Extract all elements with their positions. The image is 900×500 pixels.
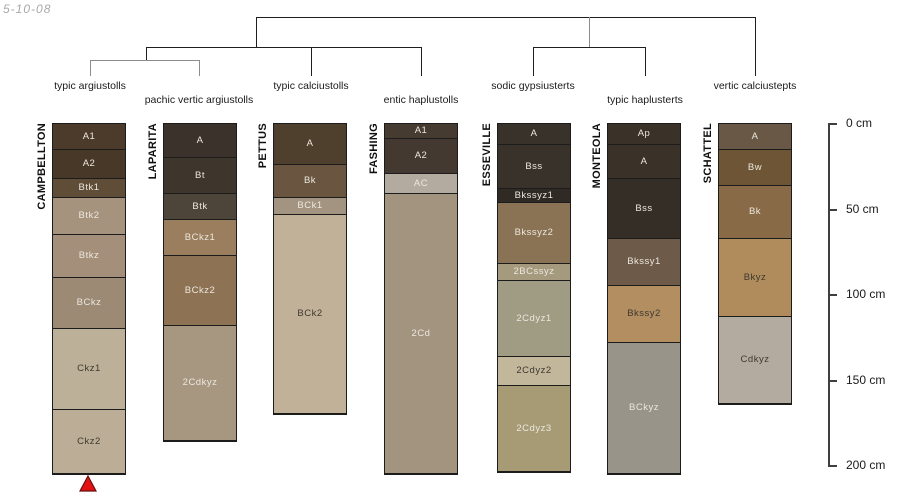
soil-column-pettus: A Bk BCk1 BCk2 [273,123,347,415]
series-label-campbellton: CAMPBELLTON [36,123,48,210]
horizon-esseville-Bss: Bss [498,145,570,189]
horizon-schattel-Cdkyz: Cdkyz [719,317,791,403]
date-label: 5-10-08 [3,2,52,16]
depth-tick [828,465,837,467]
horizon-laparita-Btk: Btk [164,194,236,220]
horizon-esseville-A: A [498,124,570,145]
horizon-schattel-A: A [719,124,791,150]
depth-tick [828,294,837,296]
tree-label-pachic-vertic-argiustolls: pachic vertic argiustolls [144,94,254,106]
tree-line [755,17,756,76]
tree-label-entic-haplustolls: entic haplustolls [383,94,459,106]
depth-tick [828,123,837,125]
horizon-campbellton-Btkz: Btkz [53,235,125,278]
soil-column-esseville: A Bss Bkssyz1 Bkssyz2 2BCssyz 2Cdyz1 2Cdyz2 2Cd… [497,123,571,473]
horizon-campbellton-Btk2: Btk2 [53,198,125,235]
horizon-pettus-BCk1: BCk1 [274,198,346,215]
tree-line [90,60,91,76]
horizon-laparita-A: A [164,124,236,158]
tree-line [256,17,257,48]
depth-tick-label: 100 cm [846,287,886,301]
tree-line [90,60,200,61]
tree-line [146,47,147,61]
horizon-monteola-BCkyz: BCkyz [608,343,680,473]
horizon-monteola-Bkssy2: Bkssy2 [608,286,680,343]
horizon-monteola-Ap: Ap [608,124,680,145]
soil-column-monteola: Ap A Bss Bkssy1 Bkssy2 BCkyz [607,123,681,475]
depth-tick [828,209,837,211]
horizon-campbellton-A1: A1 [53,124,125,150]
tree-label-sodic-gypsiusterts: sodic gypsiusterts [491,80,575,92]
depth-tick [828,380,837,382]
tree-line [199,60,200,76]
depth-tick-label: 0 cm [846,116,873,130]
tree-line [146,47,422,48]
soil-column-laparita: A Bt Btk BCkz1 BCkz2 2Cdkyz [163,123,237,442]
tree-line [256,17,756,18]
horizon-monteola-Bss: Bss [608,179,680,239]
horizon-campbellton-Btk1: Btk1 [53,179,125,198]
series-label-monteola: MONTEOLA [591,123,603,189]
red-triangle-marker [79,474,97,497]
depth-tick-label: 50 cm [846,202,879,216]
horizon-pettus-A: A [274,124,346,165]
horizon-esseville-2BCssyz: 2BCssyz [498,264,570,281]
horizon-campbellton-BCkz: BCkz [53,278,125,329]
horizon-schattel-Bw: Bw [719,150,791,186]
horizon-fashing-A2: A2 [385,139,457,174]
series-label-pettus: PETTUS [257,123,269,169]
series-label-laparita: LAPARITA [147,123,159,180]
tree-line [645,47,646,76]
tree-line [533,47,534,76]
tree-label-vertic-calciustepts: vertic calciustepts [713,80,797,92]
horizon-pettus-Bk: Bk [274,165,346,198]
tree-line [421,47,422,76]
tree-label-typic-argiustolls: typic argiustolls [54,80,126,92]
depth-tick-label: 200 cm [846,458,886,472]
tree-line [311,47,312,76]
horizon-schattel-Bkyz: Bkyz [719,239,791,317]
series-label-fashing: FASHING [368,123,380,174]
horizon-laparita-BCkz1: BCkz1 [164,220,236,256]
horizon-pettus-BCk2: BCk2 [274,215,346,413]
tree-line [533,47,646,48]
horizon-esseville-Bkssyz1: Bkssyz1 [498,189,570,203]
horizon-esseville-Bkssyz2: Bkssyz2 [498,203,570,264]
depth-tick-label: 150 cm [846,373,886,387]
horizon-laparita-BCkz2: BCkz2 [164,256,236,326]
tree-label-typic-haplusterts: typic haplusterts [607,94,683,106]
horizon-esseville-2Cdyz1: 2Cdyz1 [498,281,570,357]
soil-column-fashing: A1 A2 AC 2Cd [384,123,458,475]
horizon-laparita-Bt: Bt [164,158,236,194]
horizon-fashing-2Cd: 2Cd [385,194,457,473]
horizon-monteola-Bkssy1: Bkssy1 [608,239,680,286]
series-label-esseville: ESSEVILLE [481,123,493,187]
horizon-esseville-2Cdyz2: 2Cdyz2 [498,357,570,386]
horizon-fashing-AC: AC [385,174,457,194]
horizon-laparita-2Cdkyz: 2Cdkyz [164,326,236,440]
horizon-fashing-A1: A1 [385,124,457,139]
horizon-monteola-A: A [608,145,680,179]
series-label-schattel: SCHATTEL [702,123,714,184]
tree-line [589,17,590,48]
horizon-campbellton-Ckz2: Ckz2 [53,410,125,473]
horizon-esseville-2Cdyz3: 2Cdyz3 [498,386,570,471]
soil-column-campbellton: A1 A2 Btk1 Btk2 Btkz BCkz Ckz1 Ckz2 [52,123,126,475]
horizon-campbellton-Ckz1: Ckz1 [53,329,125,410]
horizon-schattel-Bk: Bk [719,186,791,239]
tree-label-typic-calciustolls: typic calciustolls [273,80,349,92]
horizon-campbellton-A2: A2 [53,150,125,179]
soil-column-schattel: A Bw Bk Bkyz Cdkyz [718,123,792,405]
